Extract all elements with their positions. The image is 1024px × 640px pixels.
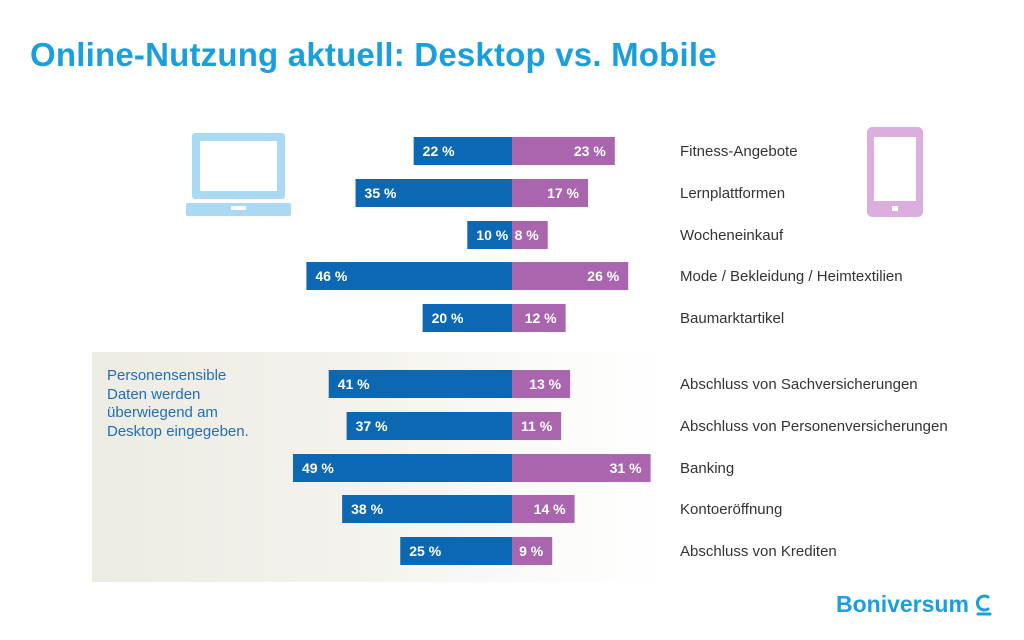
bar-mobile (512, 412, 562, 440)
bar-mobile (512, 304, 566, 332)
bar-mobile (512, 370, 571, 398)
value-label-desktop: 46 % (315, 268, 347, 284)
category-label: Lernplattformen (680, 185, 785, 202)
value-label-desktop: 41 % (338, 376, 370, 392)
bar-mobile (512, 179, 588, 207)
value-label-desktop: 20 % (432, 310, 464, 326)
value-label-desktop: 35 % (365, 185, 397, 201)
bar-desktop (346, 412, 512, 440)
bar-mobile (512, 454, 651, 482)
bar-desktop (400, 537, 512, 565)
value-label-mobile: 14 % (534, 501, 566, 517)
bar-desktop (292, 454, 512, 482)
value-label-mobile: 9 % (519, 543, 544, 559)
value-label-desktop: 37 % (356, 418, 388, 434)
note-text: Personensensible Daten werden überwiegen… (107, 367, 249, 440)
value-label-desktop: 49 % (302, 460, 334, 476)
value-label-mobile: 23 % (574, 143, 606, 159)
value-label-mobile: 31 % (610, 460, 642, 476)
category-label: Kontoeröffnung (680, 501, 782, 518)
value-label-mobile: 13 % (529, 376, 561, 392)
bar-mobile (512, 221, 548, 249)
bar-desktop (306, 262, 512, 290)
category-label: Banking (680, 460, 734, 477)
laptop-icon (186, 133, 291, 216)
category-label: Wocheneinkauf (680, 227, 784, 244)
bar-desktop (422, 304, 512, 332)
value-label-mobile: 17 % (547, 185, 579, 201)
bar-desktop (328, 370, 512, 398)
value-label-desktop: 10 % (476, 227, 508, 243)
boniversum-logo-icon (975, 594, 992, 615)
category-label: Abschluss von Krediten (680, 543, 837, 560)
value-label-mobile: 12 % (525, 310, 557, 326)
bar-mobile (512, 537, 553, 565)
category-label: Fitness-Angebote (680, 143, 798, 160)
value-label-desktop: 38 % (351, 501, 383, 517)
brand-logo: Boniversum (836, 591, 995, 618)
value-label-desktop: 22 % (423, 143, 455, 159)
tablet-icon (867, 127, 923, 217)
chart-title: Online-Nutzung aktuell: Desktop vs. Mobi… (30, 36, 717, 73)
value-label-mobile: 8 % (515, 227, 540, 243)
category-label: Mode / Bekleidung / Heimtextilien (680, 268, 903, 285)
category-label: Baumarktartikel (680, 310, 784, 327)
brand-name: Boniversum (836, 591, 969, 617)
value-label-desktop: 25 % (409, 543, 441, 559)
value-label-mobile: 26 % (587, 268, 619, 284)
category-label: Abschluss von Personenversicherungen (680, 418, 948, 435)
bar-mobile (512, 137, 615, 165)
bar-desktop (413, 137, 512, 165)
bars-group: 22 % 23 % Fitness-Angebote 35 % 17 % Lernplat… (292, 137, 948, 565)
bar-mobile (512, 495, 575, 523)
category-label: Abschluss von Sachversicherungen (680, 376, 918, 393)
bar-desktop (467, 221, 512, 249)
bar-desktop (342, 495, 512, 523)
value-label-mobile: 11 % (521, 418, 553, 434)
bar-mobile (512, 262, 629, 290)
bar-desktop (355, 179, 512, 207)
